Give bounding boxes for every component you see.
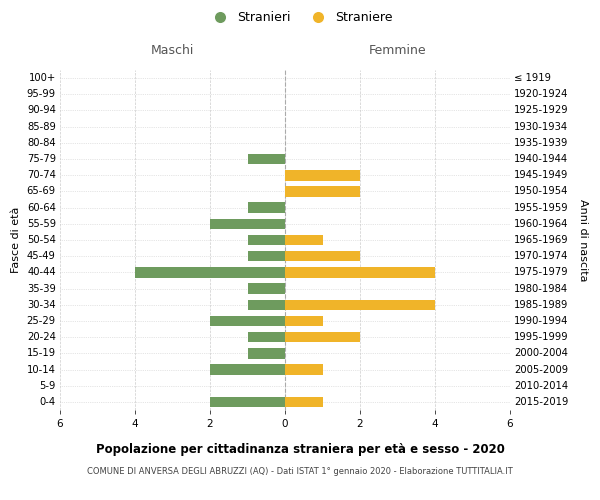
Bar	[285, 364, 323, 375]
Bar	[285, 300, 435, 310]
Bar	[248, 284, 285, 294]
Bar	[285, 251, 360, 262]
Bar	[285, 170, 360, 180]
Text: COMUNE DI ANVERSA DEGLI ABRUZZI (AQ) - Dati ISTAT 1° gennaio 2020 - Elaborazione: COMUNE DI ANVERSA DEGLI ABRUZZI (AQ) - D…	[87, 468, 513, 476]
Bar	[210, 396, 285, 407]
Bar	[248, 300, 285, 310]
Bar	[285, 186, 360, 196]
Bar	[248, 332, 285, 342]
Bar	[285, 396, 323, 407]
Bar	[210, 218, 285, 229]
Bar	[285, 234, 323, 246]
Y-axis label: Anni di nascita: Anni di nascita	[578, 198, 588, 281]
Bar	[285, 332, 360, 342]
Text: Maschi: Maschi	[151, 44, 194, 58]
Bar	[248, 348, 285, 358]
Legend: Stranieri, Straniere: Stranieri, Straniere	[202, 6, 398, 29]
Text: Femmine: Femmine	[368, 44, 427, 58]
Text: Popolazione per cittadinanza straniera per età e sesso - 2020: Popolazione per cittadinanza straniera p…	[95, 442, 505, 456]
Bar	[210, 364, 285, 375]
Bar	[210, 316, 285, 326]
Y-axis label: Fasce di età: Fasce di età	[11, 207, 21, 273]
Bar	[248, 234, 285, 246]
Bar	[248, 154, 285, 164]
Bar	[248, 251, 285, 262]
Bar	[285, 316, 323, 326]
Bar	[135, 267, 285, 278]
Bar	[248, 202, 285, 213]
Bar	[285, 267, 435, 278]
